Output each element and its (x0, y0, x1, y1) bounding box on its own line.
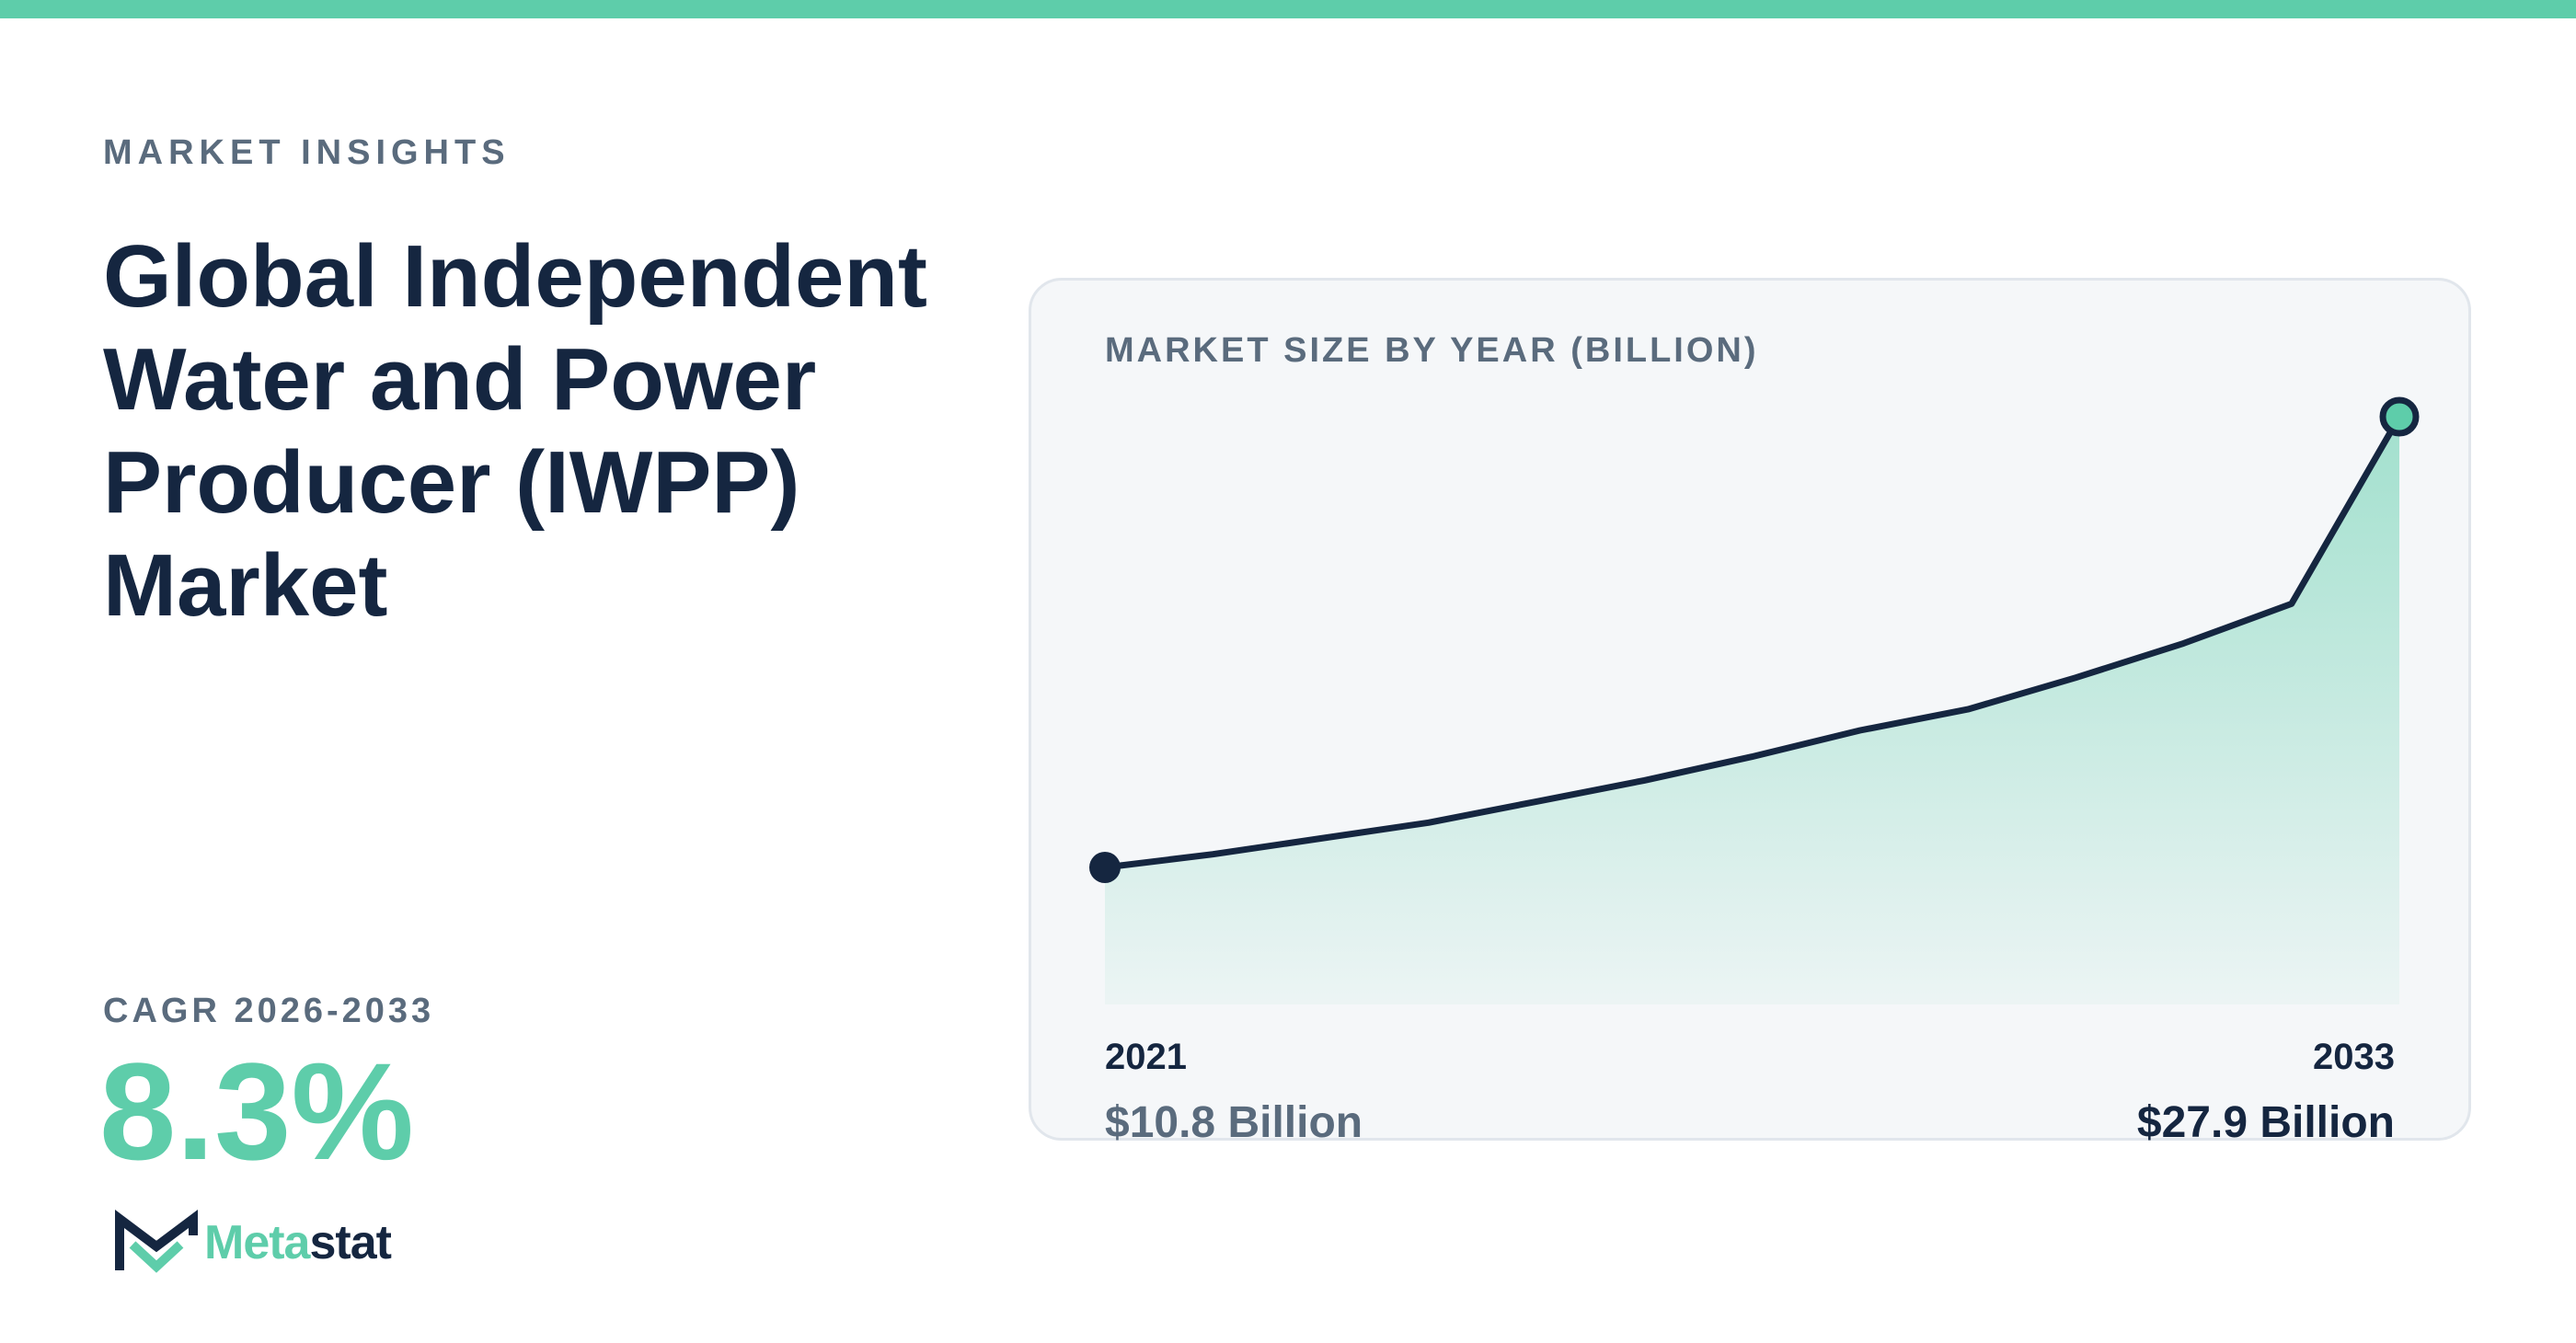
metastat-logo: Metastat (112, 1210, 392, 1276)
page-title: Global Independent Water and Power Produ… (103, 227, 928, 635)
end-year-label: 2033 (2313, 1037, 2395, 1077)
top-accent-bar (0, 0, 2576, 18)
logo-wordmark-meta: Meta (204, 1216, 310, 1269)
cagr-label: CAGR 2026-2033 (103, 992, 435, 1030)
cagr-value: 8.3% (99, 1034, 414, 1188)
chart-title: MARKET SIZE BY YEAR (BILLION) (1105, 331, 1759, 370)
start-value-label: $10.8 Billion (1105, 1098, 1363, 1147)
eyebrow-label: MARKET INSIGHTS (103, 133, 511, 172)
market-size-line (1104, 415, 2403, 871)
start-year-label: 2021 (1105, 1037, 1187, 1077)
market-area-fill (1105, 417, 2399, 1004)
logo-wordmark-stat: stat (309, 1216, 391, 1269)
end-value-label: $27.9 Billion (2136, 1098, 2395, 1147)
metastat-m-icon (115, 1210, 198, 1273)
start-point-marker (1089, 851, 1121, 883)
market-size-chart (1089, 396, 2420, 1004)
chart-card: MARKET SIZE BY YEAR (BILLION) 2021 2033 … (1029, 278, 2471, 1147)
end-point-marker (2379, 396, 2420, 437)
logo-wordmark: Metastat (204, 1215, 392, 1270)
